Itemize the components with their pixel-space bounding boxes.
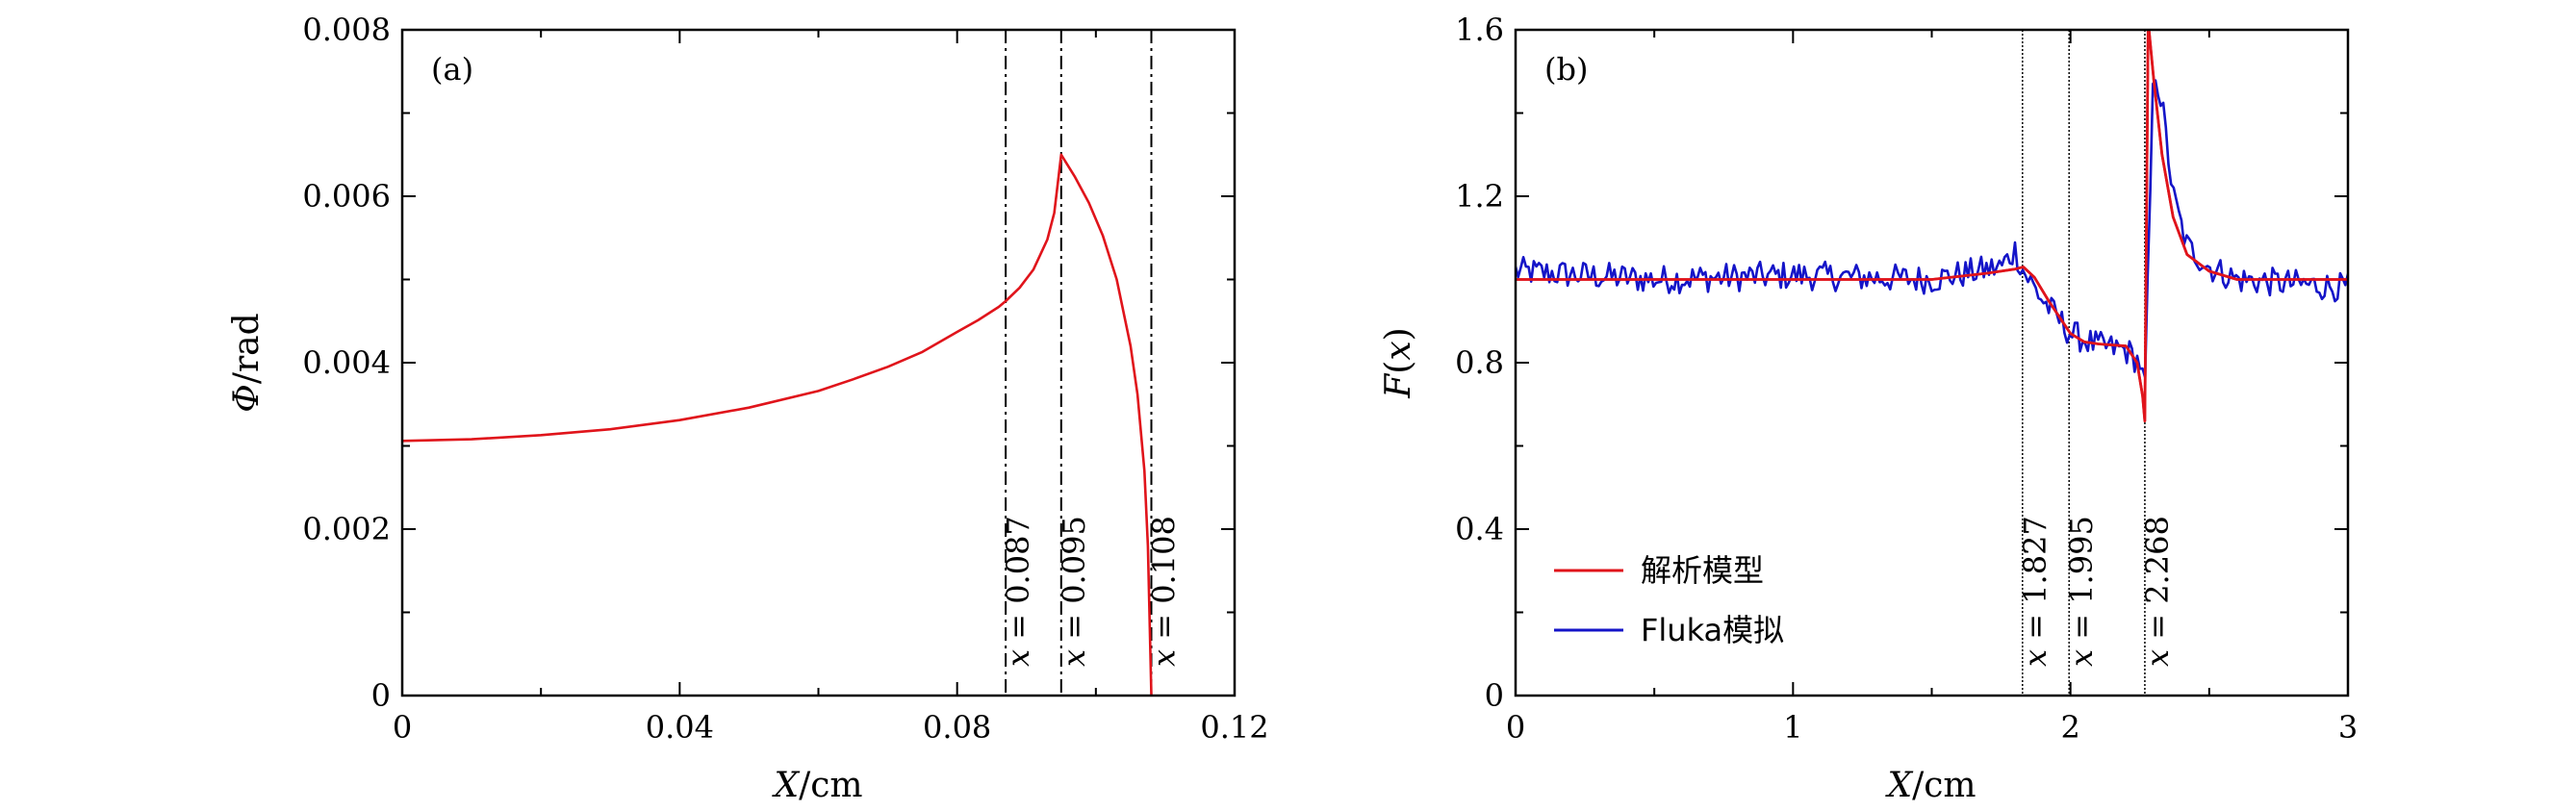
y-tick-label: 0.8 xyxy=(1455,344,1504,381)
vline-label: x = 0.095 xyxy=(1056,516,1092,667)
x-axis-title: X/cm xyxy=(771,766,862,805)
vline-label: x = 0.087 xyxy=(1000,516,1036,667)
y-axis-title: F(x) xyxy=(1379,327,1418,398)
x-tick-label: 0 xyxy=(393,709,412,746)
legend: 解析模型 Fluka模拟 xyxy=(1554,552,1784,648)
vline-label: x = 1.827 xyxy=(2017,516,2053,667)
plot-frame xyxy=(1514,28,2350,697)
series-line-overlay xyxy=(1516,30,2348,422)
x-tick-label: 3 xyxy=(2338,709,2358,746)
x-tick-label: 1 xyxy=(1783,709,1802,746)
panel-a: 0 0.04 0.08 0.12 0 0.002 0.004 0.006 0.008 X/cm Φ/… xyxy=(227,12,1269,805)
y-tick-label: 1.6 xyxy=(1455,12,1504,48)
x-tick-label: 0.08 xyxy=(923,709,991,746)
plot-frame xyxy=(400,28,1237,697)
y-tick-label: 0.004 xyxy=(302,344,391,381)
vline-label: x = 2.268 xyxy=(2139,516,2176,667)
y-tick-label: 0.008 xyxy=(302,12,391,48)
y-tick-label: 0.006 xyxy=(302,178,391,215)
x-tick-label: 0 xyxy=(1506,709,1525,746)
x-axis-title: X/cm xyxy=(1884,766,1976,805)
x-tick-label: 0.12 xyxy=(1200,709,1268,746)
panel-label: (a) xyxy=(431,51,473,88)
y-axis-title: Φ/rad xyxy=(227,313,267,412)
plot-area xyxy=(1516,30,2348,422)
y-tick-label: 0 xyxy=(1485,677,1504,714)
vline-label: x = 1.995 xyxy=(2063,516,2100,667)
y-tick-label: 0.002 xyxy=(302,511,391,547)
x-tick-label: 0.04 xyxy=(646,709,714,746)
x-tick-label: 2 xyxy=(2060,709,2079,746)
series-line xyxy=(402,153,1153,696)
vline-label: x = 0.108 xyxy=(1146,516,1183,667)
panel-b: 0 1 2 3 0 0.4 0.8 1.2 1.6 X/cm F(x) (b) x = 1.827 x =… xyxy=(1379,12,2358,805)
y-tick-label: 0 xyxy=(371,677,391,714)
plot-area xyxy=(402,153,1153,696)
y-tick-label: 1.2 xyxy=(1455,178,1504,215)
y-tick-label: 0.4 xyxy=(1455,511,1504,547)
panel-label: (b) xyxy=(1544,51,1588,88)
legend-entry: 解析模型 xyxy=(1641,552,1764,589)
legend-entry: Fluka模拟 xyxy=(1641,612,1784,648)
series-line xyxy=(1516,79,2348,379)
